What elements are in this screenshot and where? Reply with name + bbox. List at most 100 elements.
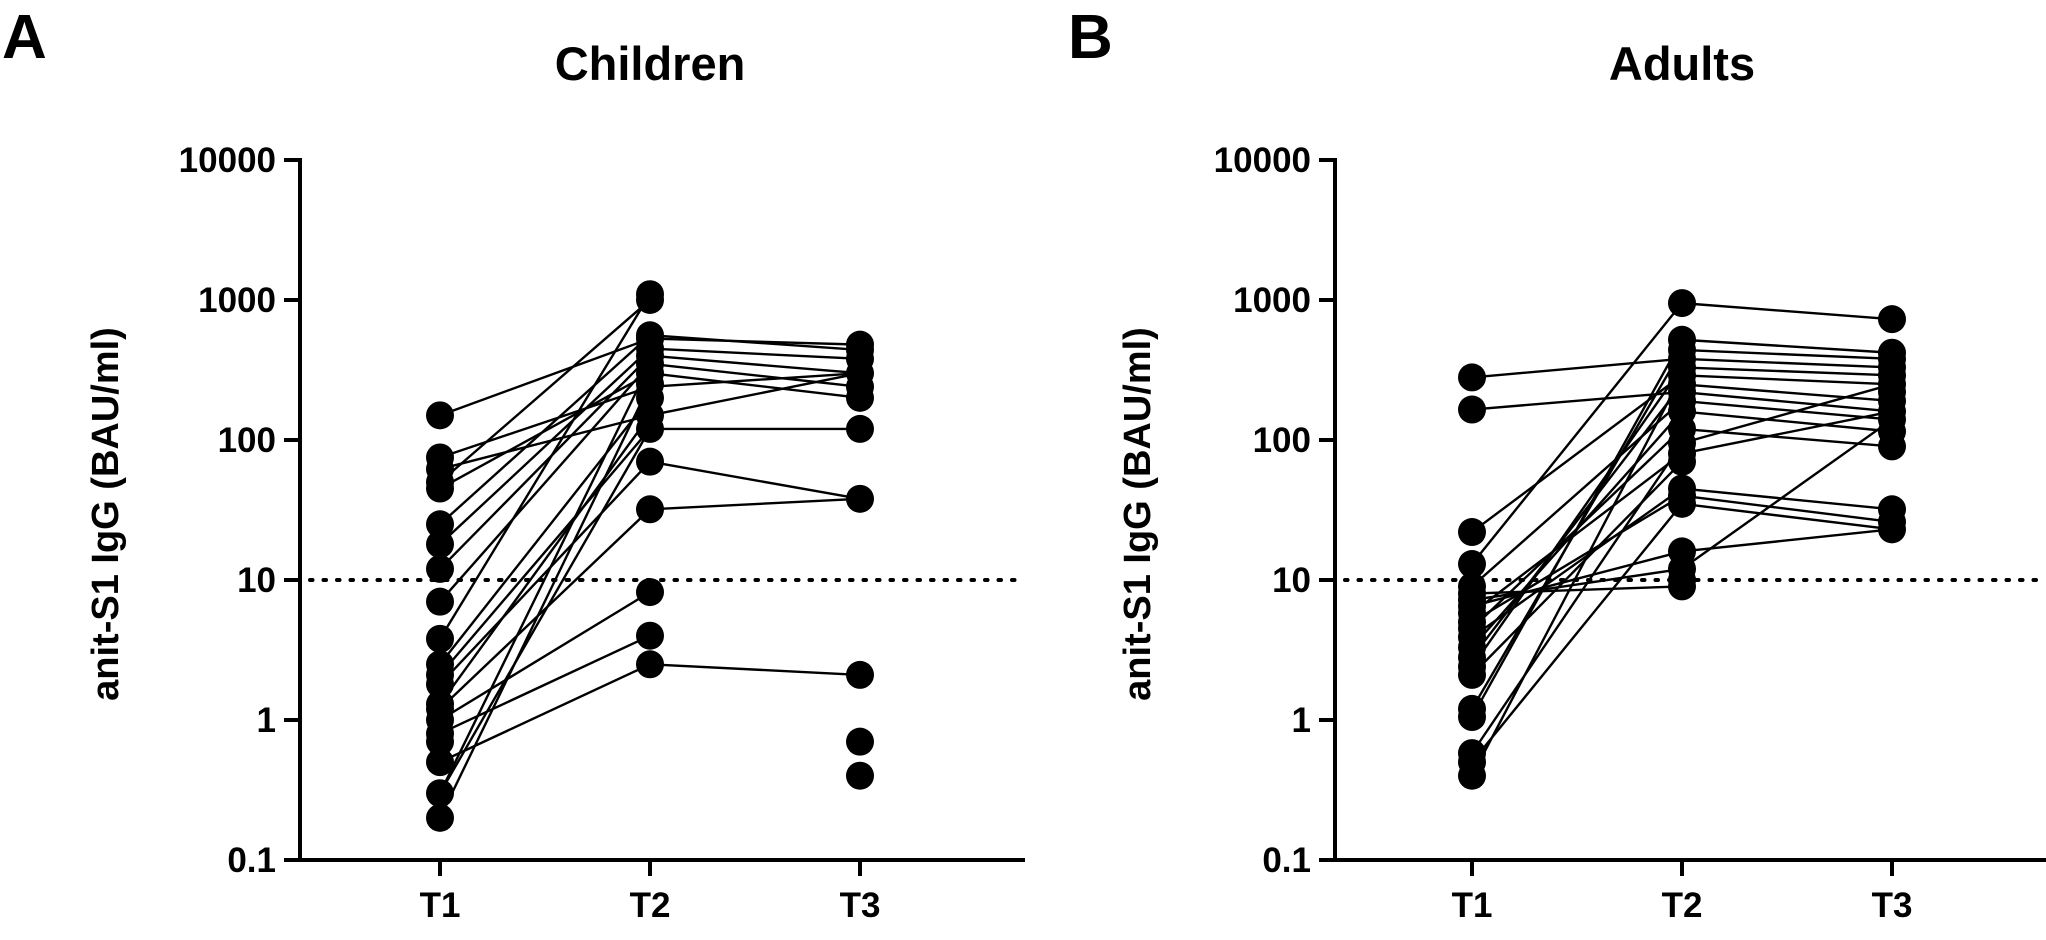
data-point-t3 [846, 414, 874, 443]
y-tick-label: 100 [1253, 421, 1311, 460]
data-point-t1 [426, 530, 454, 559]
pair-line-t2-t3 [649, 362, 861, 388]
x-tick-label: T2 [630, 886, 671, 925]
data-point-t3 [1878, 515, 1906, 544]
data-point-t1 [1458, 518, 1486, 547]
data-point-t1 [426, 727, 454, 756]
data-point-t2 [1668, 489, 1696, 518]
y-tick-label: 10 [237, 561, 276, 600]
data-point-t2 [636, 447, 664, 476]
pair-line-t1-t2 [1471, 400, 1683, 588]
pair-line-t1-t2 [439, 354, 651, 570]
pair-line-t1-t2 [438, 428, 652, 794]
data-point-t1 [426, 624, 454, 653]
data-point-t1 [1458, 550, 1486, 579]
data-point-t2 [1668, 447, 1696, 476]
pair-line-t2-t3 [1681, 390, 1893, 413]
pair-line-t2-t3 [1681, 399, 1893, 421]
pair-line-t1-t2 [439, 385, 651, 459]
data-point-t2 [636, 414, 664, 443]
pair-line-t1-t2 [439, 299, 651, 484]
pair-line-t1-t2 [1471, 503, 1683, 763]
pair-line-t1-t2 [1471, 383, 1683, 659]
data-point-t1 [426, 803, 454, 832]
data-point-t3 [846, 727, 874, 756]
pair-line-t2-t3 [1681, 366, 1893, 377]
y-tick-label: 1000 [1233, 281, 1311, 320]
y-tick-label: 10 [1272, 561, 1311, 600]
y-tick-label: 10000 [1214, 141, 1311, 180]
data-point-t3 [846, 484, 874, 513]
pair-line-t1-t2 [1471, 442, 1683, 754]
data-point-t2 [636, 578, 664, 607]
y-tick-label: 1 [1292, 701, 1311, 740]
pair-line-t2-t3 [1681, 502, 1893, 531]
data-point-t2 [636, 650, 664, 679]
panel-adults: B Adults anit-S1 IgG (BAU/ml) 0.1 1 10 100 1… [1068, 3, 2046, 925]
pair-line-t2-t3 [1681, 301, 1893, 321]
panel-title-children: Children [555, 37, 746, 90]
pair-line-t2-t3 [649, 663, 861, 677]
x-tick-label: T1 [1452, 886, 1493, 925]
pair-line-t1-t2 [1471, 357, 1683, 379]
panel-children: A Children anit-S1 IgG (BAU/ml) 0.1 1 10 10… [2, 3, 1025, 925]
data-point-t1 [1458, 395, 1486, 424]
pair-line-t2-t3 [649, 497, 861, 511]
data-point-t1 [1458, 761, 1486, 790]
pair-line-t1-t2 [439, 347, 651, 546]
data-point-t1 [426, 474, 454, 503]
panel-letter-b: B [1068, 3, 1113, 72]
data-point-t1 [1458, 660, 1486, 689]
pair-line-t1-t2 [1471, 302, 1683, 565]
pair-line-t1-t2 [439, 634, 651, 735]
y-tick-label: 100 [218, 421, 276, 460]
data-point-t3 [846, 761, 874, 790]
y-tick-label: 0.1 [1262, 841, 1311, 880]
panel-title-adults: Adults [1609, 37, 1755, 90]
pair-line-t1-t2 [1470, 374, 1684, 777]
pair-line-t1-t2 [1471, 494, 1683, 624]
pair-line-t1-t2 [438, 383, 652, 819]
data-point-t1 [1458, 703, 1486, 732]
pair-line-t1-t2 [1471, 585, 1683, 595]
x-tick-label: T3 [1872, 886, 1913, 925]
pair-line-t2-t3 [649, 372, 861, 417]
y-tick-label: 0.1 [227, 841, 276, 880]
pair-line-t1-t2 [438, 363, 652, 794]
pair-line-t1-t2 [439, 397, 651, 666]
data-point-t2 [636, 621, 664, 650]
data-point-t2 [636, 495, 664, 524]
pair-line-t2-t3 [1681, 410, 1893, 433]
pair-line-t2-t3 [1681, 383, 1893, 403]
data-point-t1 [426, 748, 454, 777]
pair-line-t1-t2 [1471, 460, 1683, 676]
pair-line-t1-t2 [1471, 390, 1683, 411]
y-axis-label-adults: anit-S1 IgG (BAU/ml) [1117, 327, 1159, 701]
pair-line-t2-t3 [1681, 487, 1893, 511]
data-point-t1 [426, 587, 454, 616]
data-point-t2 [1668, 572, 1696, 601]
data-point-t3 [846, 660, 874, 689]
x-tick-label: T2 [1662, 886, 1703, 925]
y-tick-label: 1000 [198, 281, 276, 320]
data-point-t2 [1668, 289, 1696, 318]
y-tick-label: 10000 [179, 141, 276, 180]
pair-line-t2-t3 [1681, 338, 1893, 354]
data-point-t1 [426, 401, 454, 430]
pair-line-t2-t3 [1681, 348, 1893, 361]
pair-line-t1-t2 [1471, 366, 1683, 668]
y-tick-label: 1 [257, 701, 276, 740]
pair-line-t1-t2 [1471, 550, 1683, 608]
pair-line-t1-t2 [439, 334, 651, 526]
pair-line-t2-t3 [1681, 357, 1893, 369]
data-point-t1 [426, 779, 454, 808]
y-axis-label-children: anit-S1 IgG (BAU/ml) [85, 327, 127, 701]
pair-line-t2-t3 [649, 354, 861, 375]
data-point-t1 [426, 554, 454, 583]
pair-line-t2-t3 [1681, 528, 1893, 553]
panel-letter-a: A [2, 3, 47, 72]
x-tick-label: T1 [420, 886, 461, 925]
pair-line-t2-t3 [1681, 418, 1893, 570]
data-point-t3 [846, 383, 874, 412]
